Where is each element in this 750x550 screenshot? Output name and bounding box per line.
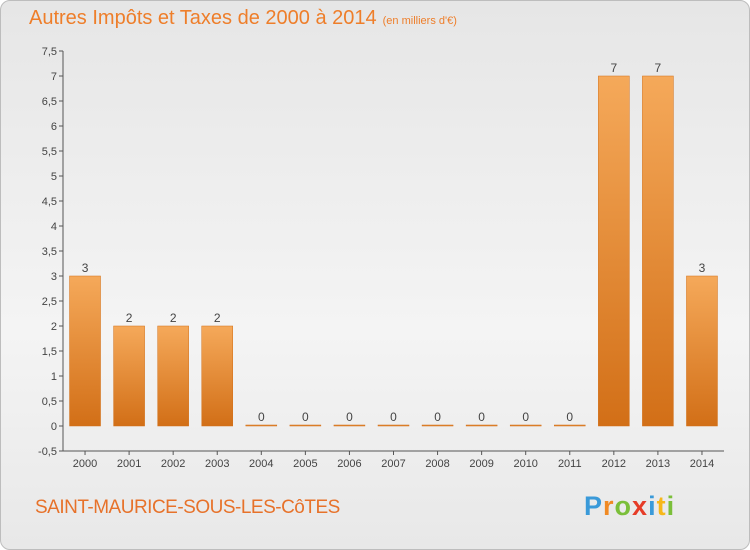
x-tick-label: 2009 [469,458,493,470]
x-tick-label: 2010 [513,458,537,470]
logo-letter: P [584,491,604,521]
x-tick-label: 2012 [602,458,626,470]
logo-letter: o [614,491,633,521]
y-tick-label: 1,5 [42,346,57,358]
y-tick-label: 4,5 [42,196,57,208]
y-tick-label: 5 [51,171,57,183]
x-tick-label: 2000 [73,458,97,470]
bar-value-label: 0 [258,410,265,424]
x-tick-label: 2004 [249,458,273,470]
unit-note: (en milliers d'€) [382,15,457,27]
logo-letter: i [648,491,657,521]
bar [157,325,189,427]
bar [69,275,101,427]
y-tick-label: 7,5 [42,46,57,58]
x-tick-label: 2002 [161,458,185,470]
bar [642,75,674,427]
y-tick-label: 0 [51,421,57,433]
y-tick-label: 3 [51,271,57,283]
bar-value-label: 0 [522,410,529,424]
chart-title-text: Autres Impôts et Taxes de 2000 à 2014 [29,7,377,29]
x-tick-label: 2008 [425,458,449,470]
y-tick-label: 6 [51,121,57,133]
y-tick-label: 0,5 [42,396,57,408]
city-name: SAINT-MAURICE-SOUS-LES-CôTES [35,497,340,518]
logo-letter: r [603,491,615,521]
chart-title: Autres Impôts et Taxes de 2000 à 2014 (en… [29,7,457,30]
bar-value-label: 2 [170,311,177,325]
y-tick-label: 7 [51,71,57,83]
y-tick-label: -0,5 [38,446,57,458]
x-tick-label: 2013 [646,458,670,470]
x-tick-label: 2006 [337,458,361,470]
bar [686,275,718,427]
bar [289,424,322,427]
bar-value-label: 2 [214,311,221,325]
bar [377,424,410,427]
bar [113,325,145,427]
logo-letter: i [666,491,676,521]
y-tick-label: 1 [51,371,57,383]
x-tick-label: 2001 [117,458,141,470]
x-tick-label: 2003 [205,458,229,470]
bar [465,424,498,427]
y-tick-label: 3,5 [42,246,57,258]
bar-value-label: 0 [478,410,485,424]
bar [245,424,278,427]
x-tick-label: 2007 [381,458,405,470]
bar [333,424,366,427]
proxiti-logo: Proxiti [584,491,675,522]
bar-value-label: 0 [302,410,309,424]
bar-value-label: 2 [126,311,133,325]
bar-value-label: 0 [434,410,441,424]
y-tick-label: 2,5 [42,296,57,308]
logo-letter: t [656,491,667,521]
bar [201,325,233,427]
y-tick-label: 2 [51,321,57,333]
bar-value-label: 3 [699,261,706,275]
bar-value-label: 0 [566,410,573,424]
bar [509,424,542,427]
bar-value-label: 7 [610,61,617,75]
x-tick-label: 2005 [293,458,317,470]
logo-letter: x [632,491,649,521]
bar-value-label: 0 [346,410,353,424]
bar [554,424,586,427]
bar-value-label: 7 [655,61,662,75]
x-tick-label: 2014 [690,458,714,470]
y-tick-label: 4 [51,221,57,233]
y-tick-label: 5,5 [42,146,57,158]
bar [421,424,454,427]
bar-value-label: 3 [82,261,89,275]
bar [598,75,630,427]
y-tick-label: 6,5 [42,96,57,108]
x-tick-label: 2011 [558,458,582,470]
bar-value-label: 0 [390,410,397,424]
